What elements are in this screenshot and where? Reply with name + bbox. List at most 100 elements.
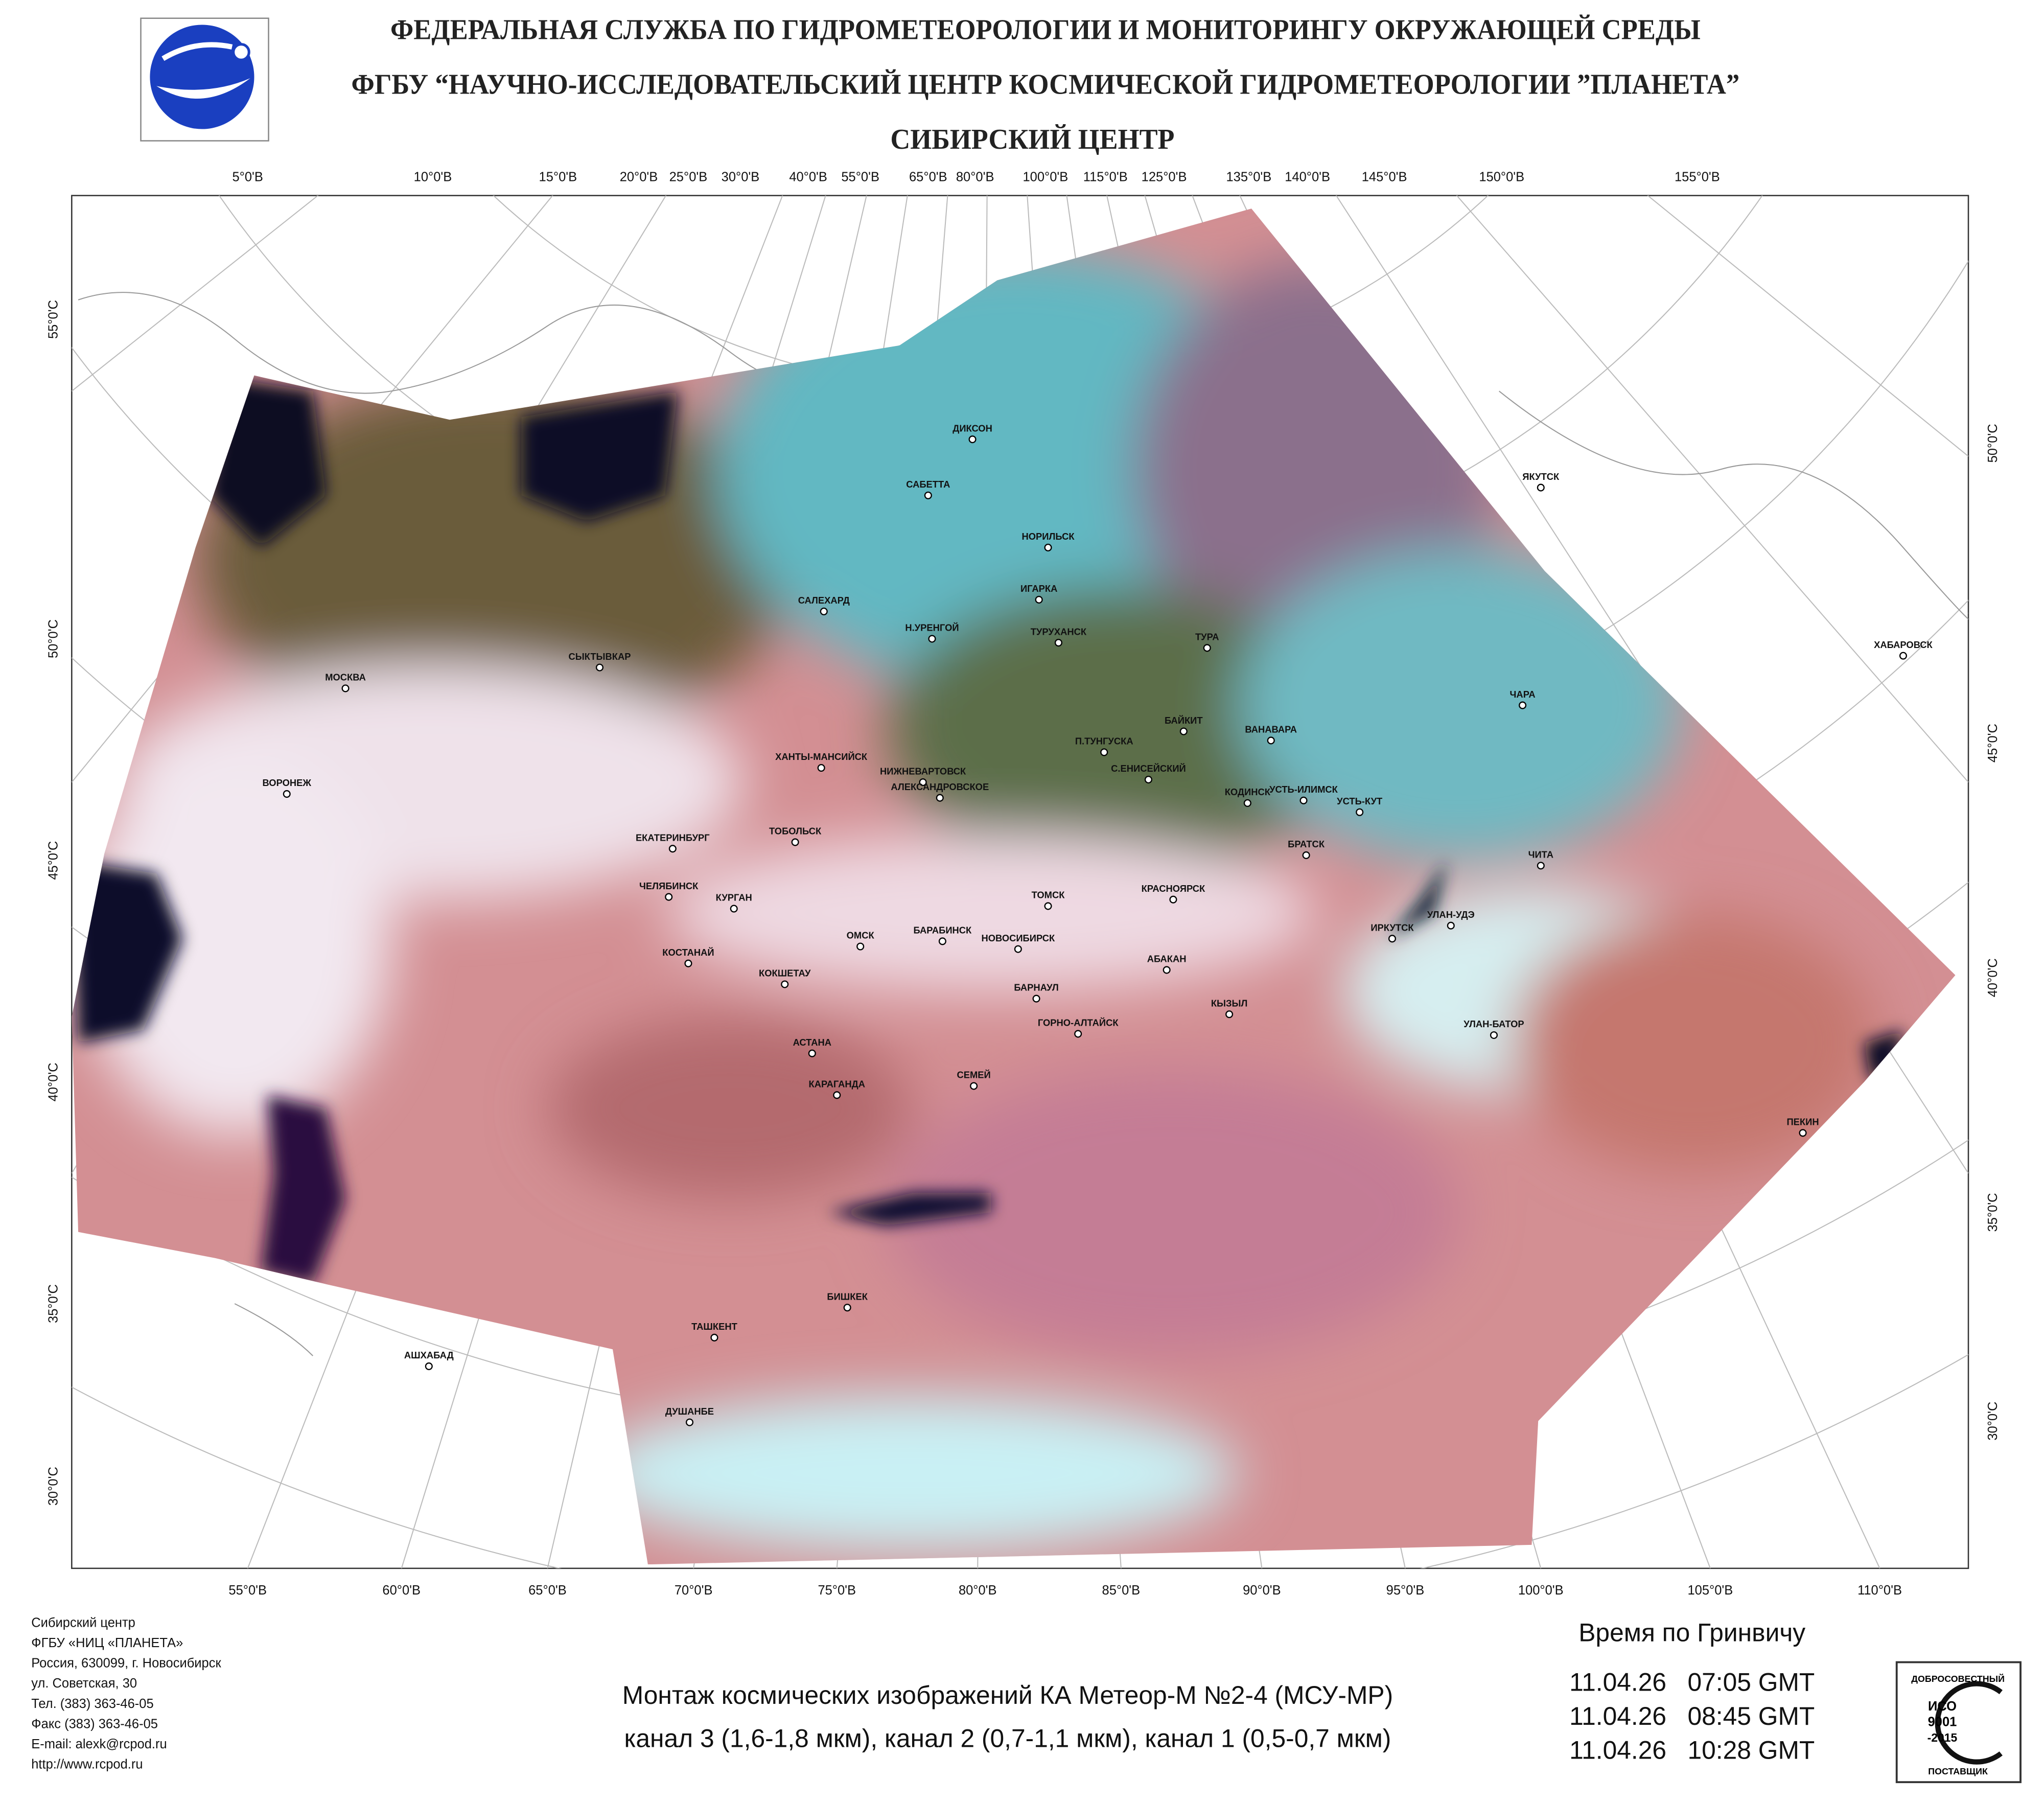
city-dot — [730, 905, 738, 913]
city-label: БАРНАУЛ — [1014, 982, 1058, 993]
city-label: ТУРУХАНСК — [1031, 626, 1087, 637]
bottom-axis-label: 65°0'В — [528, 1583, 567, 1598]
left-axis-label: 35°0'С — [46, 1284, 60, 1323]
city-dot — [791, 838, 799, 846]
city-label: ЧЕЛЯБИНСК — [639, 881, 699, 891]
top-axis-label: 40°0'В — [789, 170, 827, 184]
right-axis-label: 45°0'С — [1986, 724, 2000, 762]
city-dot — [928, 635, 936, 643]
top-axis-label: 25°0'В — [669, 170, 708, 184]
badge-frame — [1895, 1661, 2022, 1784]
city-label: САЛЕХАРД — [798, 595, 850, 606]
time-line: 11.04.26 07:05 GMT — [1569, 1668, 1815, 1697]
top-axis-label: 10°0'В — [414, 170, 452, 184]
top-axis-label: 115°0'В — [1083, 170, 1128, 184]
city-dot — [283, 790, 291, 798]
city-label: КОДИНСК — [1225, 787, 1271, 797]
city-label: ЯКУТСК — [1522, 471, 1560, 482]
city-dot — [1044, 902, 1052, 910]
city-label: КРАСНОЯРСК — [1142, 883, 1205, 894]
badge-bottom: ПОСТАВЩИК — [1928, 1766, 1988, 1776]
city-label: ТАШКЕНТ — [691, 1321, 737, 1332]
top-axis-label: 20°0'В — [620, 170, 658, 184]
top-axis-label: 125°0'В — [1142, 170, 1187, 184]
city-dot — [1203, 644, 1211, 652]
city-dot — [924, 491, 932, 499]
top-axis-label: 30°0'В — [722, 170, 760, 184]
city-dot — [1490, 1031, 1498, 1039]
bottom-axis-label: 105°0'В — [1688, 1583, 1733, 1598]
city-label: НОРИЛЬСК — [1021, 531, 1075, 542]
header-subtitle: ФГБУ “НАУЧНО-ИССЛЕДОВАТЕЛЬСКИЙ ЦЕНТР КОС… — [352, 69, 1740, 101]
city-label: ЕКАТЕРИНБУРГ — [636, 832, 710, 843]
city-label: БАРАБИНСК — [914, 924, 972, 935]
city-label: ХАБАРОВСК — [1874, 639, 1933, 650]
city-dot — [820, 607, 828, 615]
city-label: ДИКСОН — [953, 423, 992, 433]
city-label: СЕМЕЙ — [957, 1070, 990, 1080]
top-axis-label: 155°0'В — [1675, 170, 1720, 184]
city-label: АШХАБАД — [404, 1350, 454, 1360]
city-label: П.ТУНГУСКА — [1075, 736, 1133, 747]
top-axis-label: 150°0'В — [1479, 170, 1524, 184]
city-label: ИРКУТСК — [1371, 922, 1414, 933]
header-center: СИБИРСКИЙ ЦЕНТР — [890, 124, 1174, 155]
bottom-axis-label: 60°0'В — [382, 1583, 421, 1598]
city-label: НОВОСИБИРСК — [981, 933, 1055, 943]
city-dot — [1100, 748, 1108, 756]
city-dot — [1032, 995, 1040, 1003]
city-label: ЧИТА — [1528, 849, 1553, 860]
city-label: С.ЕНИСЕЙСКИЙ — [1111, 763, 1186, 774]
city-label: ПЕКИН — [1786, 1116, 1819, 1127]
city-label: ВОРОНЕЖ — [263, 777, 312, 788]
top-axis-label: 140°0'В — [1285, 170, 1330, 184]
city-label: УЛАН-УДЭ — [1427, 909, 1475, 920]
left-axis-label: 45°0'С — [46, 841, 60, 880]
city-label: ГОРНО-АЛТАЙСК — [1038, 1018, 1119, 1028]
city-dot — [1519, 701, 1527, 709]
city-dot — [1537, 862, 1545, 870]
city-label: АСТАНА — [793, 1037, 831, 1048]
bottom-axis-label: 80°0'В — [959, 1583, 997, 1598]
city-dot — [817, 764, 825, 772]
caption-line: Монтаж космических изображений КА Метеор… — [622, 1681, 1393, 1709]
top-axis-label: 5°0'В — [232, 170, 263, 184]
city-label: НИЖНЕВАРТОВСК — [880, 766, 966, 776]
city-dot — [595, 663, 604, 672]
bottom-axis-label: 85°0'В — [1102, 1583, 1141, 1598]
left-axis-label: 30°0'С — [46, 1467, 60, 1506]
badge-iso: ИСО — [1928, 1699, 1957, 1714]
city-dot — [936, 794, 944, 802]
city-dot — [1074, 1030, 1082, 1038]
bottom-axis-label: 55°0'В — [228, 1583, 267, 1598]
badge-arc — [1935, 1681, 2003, 1765]
address-line: ФГБУ «НИЦ «ПЛАНЕТА» — [31, 1636, 183, 1650]
right-axis-label: 35°0'С — [1986, 1193, 2000, 1232]
right-axis-label: 30°0'С — [1986, 1402, 2000, 1441]
right-axis-label: 40°0'С — [1986, 958, 2000, 997]
badge-number: 9001 — [1928, 1715, 1957, 1729]
city-dot — [856, 942, 865, 951]
city-label: ВАНАВАРА — [1245, 724, 1297, 735]
city-dot — [1302, 851, 1310, 859]
city-label: БРАТСК — [1288, 839, 1325, 849]
city-dot — [1044, 543, 1052, 551]
top-axis-label: 80°0'В — [956, 170, 994, 184]
city-dot — [843, 1304, 851, 1312]
address-line: Россия, 630099, г. Новосибирск — [31, 1656, 221, 1671]
bottom-axis-label: 90°0'В — [1243, 1583, 1281, 1598]
top-axis-label: 55°0'В — [841, 170, 879, 184]
city-dot — [668, 845, 677, 853]
city-dot — [1179, 727, 1188, 735]
right-axis-label: 50°0'С — [1986, 424, 2000, 463]
city-dot — [1035, 595, 1043, 604]
city-label: АЛЕКСАНДРОВСКОЕ — [891, 781, 989, 792]
city-label: АБАКАН — [1147, 954, 1187, 964]
city-dot — [1014, 945, 1022, 953]
header-title: ФЕДЕРАЛЬНАЯ СЛУЖБА ПО ГИДРОМЕТЕОРОЛОГИИ … — [390, 14, 1701, 46]
bottom-axis-label: 110°0'В — [1857, 1583, 1902, 1598]
city-label: КОСТАНАЙ — [662, 947, 714, 958]
city-dot — [685, 1418, 694, 1426]
